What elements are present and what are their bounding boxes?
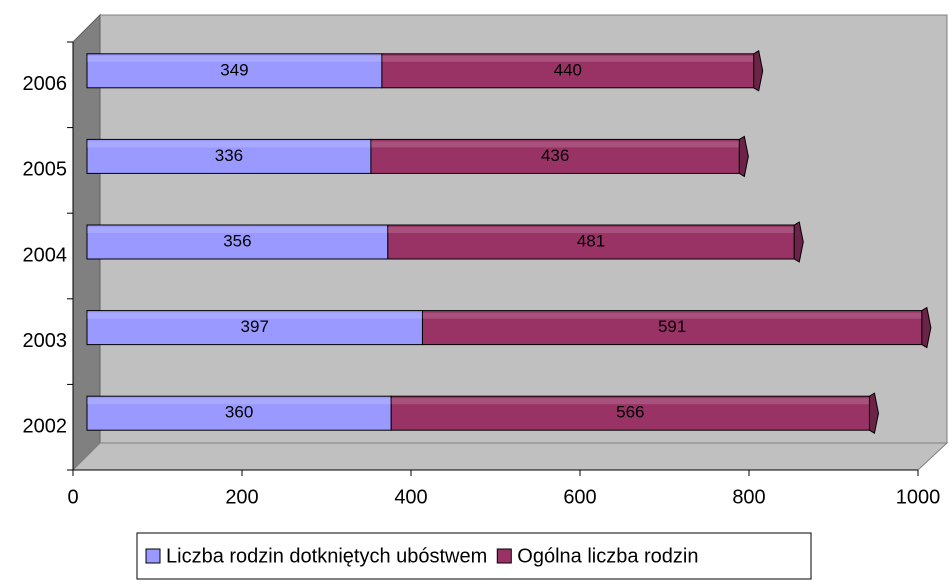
bar-segment	[86, 138, 372, 174]
bar-segment	[370, 138, 740, 174]
legend-label: Ogólna liczba rodzin	[517, 545, 698, 567]
legend-label: Liczba rodzin dotkniętych ubóstwem	[166, 545, 487, 567]
legend-swatch	[145, 548, 161, 564]
x-tick-label: 1000	[896, 486, 941, 508]
bar-segment	[381, 53, 755, 89]
bar-highlight	[391, 398, 870, 405]
legend	[136, 532, 812, 580]
bar-end	[868, 392, 879, 434]
x-tick-label: 400	[394, 486, 427, 508]
y-tick-label: 2004	[23, 244, 68, 266]
bar-segment	[86, 395, 392, 431]
bar-highlight	[87, 227, 388, 233]
value-label: 440	[554, 60, 582, 79]
bar-highlight	[87, 312, 423, 319]
bar-highlight	[87, 141, 371, 148]
value-label: 336	[215, 146, 243, 165]
x-tick-label: 200	[225, 486, 258, 508]
y-tick-label: 2006	[23, 73, 68, 95]
value-label: 356	[223, 231, 251, 250]
bar-highlight	[381, 55, 754, 62]
bar-segment	[421, 310, 923, 346]
bar-highlight	[87, 398, 392, 405]
bar-end	[738, 135, 749, 178]
value-label: 349	[220, 60, 248, 79]
floor	[71, 442, 949, 471]
bar-end	[793, 221, 804, 263]
bar-segment	[86, 224, 389, 260]
y-tick-label: 2002	[23, 415, 68, 437]
bar-segment	[387, 224, 795, 260]
bar-segment	[390, 395, 870, 431]
bar-end	[753, 50, 764, 92]
value-label: 481	[577, 231, 605, 250]
bar-segment	[86, 53, 383, 89]
value-label: 591	[658, 317, 686, 336]
y-tick-label: 2003	[23, 330, 68, 352]
bar-end	[921, 306, 932, 349]
value-label: 566	[616, 403, 644, 422]
x-tick-label: 0	[67, 486, 78, 508]
value-label: 397	[241, 317, 269, 336]
bar-highlight	[87, 55, 382, 62]
value-label: 436	[541, 146, 569, 165]
bar-highlight	[370, 141, 740, 148]
bar-highlight	[422, 312, 922, 319]
value-label: 360	[225, 403, 253, 422]
x-tick-label: 600	[563, 486, 596, 508]
y-tick-label: 2005	[23, 159, 68, 181]
bar-highlight	[387, 227, 795, 233]
x-tick-label: 800	[732, 486, 765, 508]
legend-swatch	[496, 548, 512, 564]
bar-segment	[86, 310, 423, 346]
